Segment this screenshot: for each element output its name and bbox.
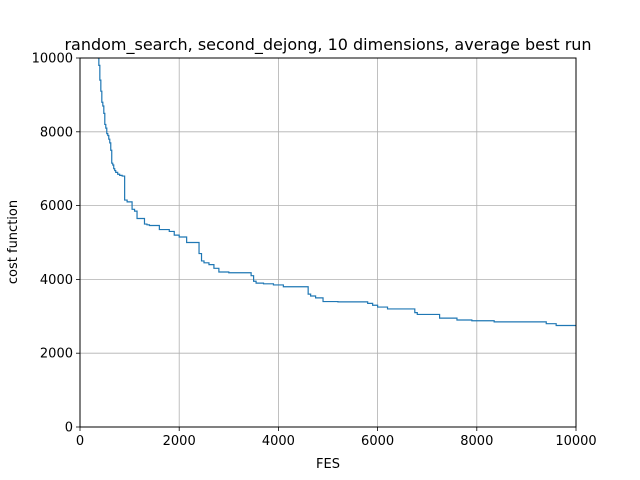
- x-tick-label: 8000: [460, 434, 493, 449]
- x-tick-label: 0: [76, 434, 84, 449]
- x-tick-label: 10000: [555, 434, 596, 449]
- x-axis-label: FES: [316, 457, 340, 472]
- y-tick-label: 4000: [40, 273, 73, 288]
- axis-ticks: 0 2000 4000 6000 8000 10000 0 2000 4000 6000 8000 1…: [32, 52, 597, 450]
- y-axis-label: cost function: [6, 200, 21, 284]
- y-tick-label: 8000: [40, 125, 73, 140]
- plot-area: [97, 58, 576, 327]
- y-tick-label: 0: [65, 421, 73, 436]
- plot-frame: [79, 57, 577, 428]
- chart-title: random_search, second_dejong, 10 dimensi…: [64, 35, 591, 55]
- series-line: [97, 58, 576, 327]
- x-tick-label: 6000: [361, 434, 394, 449]
- y-tick-label: 2000: [40, 347, 73, 362]
- x-tick-label: 2000: [163, 434, 196, 449]
- y-tick-label: 10000: [32, 52, 73, 67]
- y-tick-label: 6000: [40, 199, 73, 214]
- x-tick-label: 4000: [262, 434, 295, 449]
